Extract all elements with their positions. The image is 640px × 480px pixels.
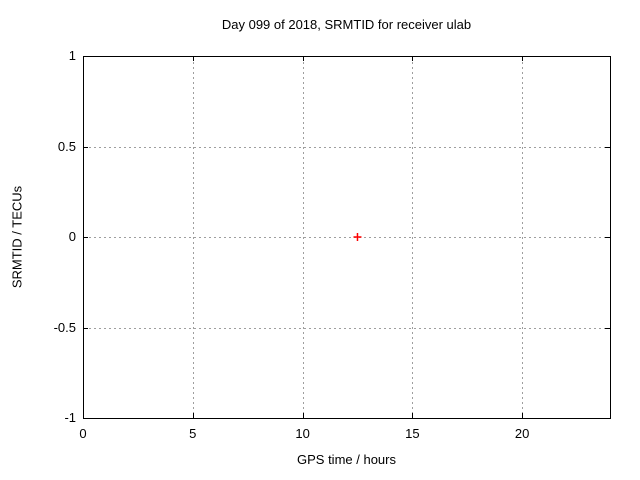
x-tick-label: 15 <box>405 426 420 441</box>
y-tick-label: -1 <box>64 410 76 425</box>
x-tick-label: 20 <box>514 426 530 441</box>
y-tick-label: 0 <box>68 229 76 244</box>
x-tick-label: 5 <box>189 426 197 441</box>
chart-title: Day 099 of 2018, SRMTID for receiver ula… <box>221 17 472 32</box>
y-tick-label: -0.5 <box>53 319 76 335</box>
x-tick-label: 10 <box>295 426 310 441</box>
x-tick-label: 0 <box>79 426 87 441</box>
data-point-marker <box>353 233 362 241</box>
x-axis-title: GPS time / hours <box>297 452 396 467</box>
plot-border <box>83 56 611 419</box>
y-tick-label: 0.5 <box>57 138 76 154</box>
y-tick-label: 1 <box>68 48 76 63</box>
